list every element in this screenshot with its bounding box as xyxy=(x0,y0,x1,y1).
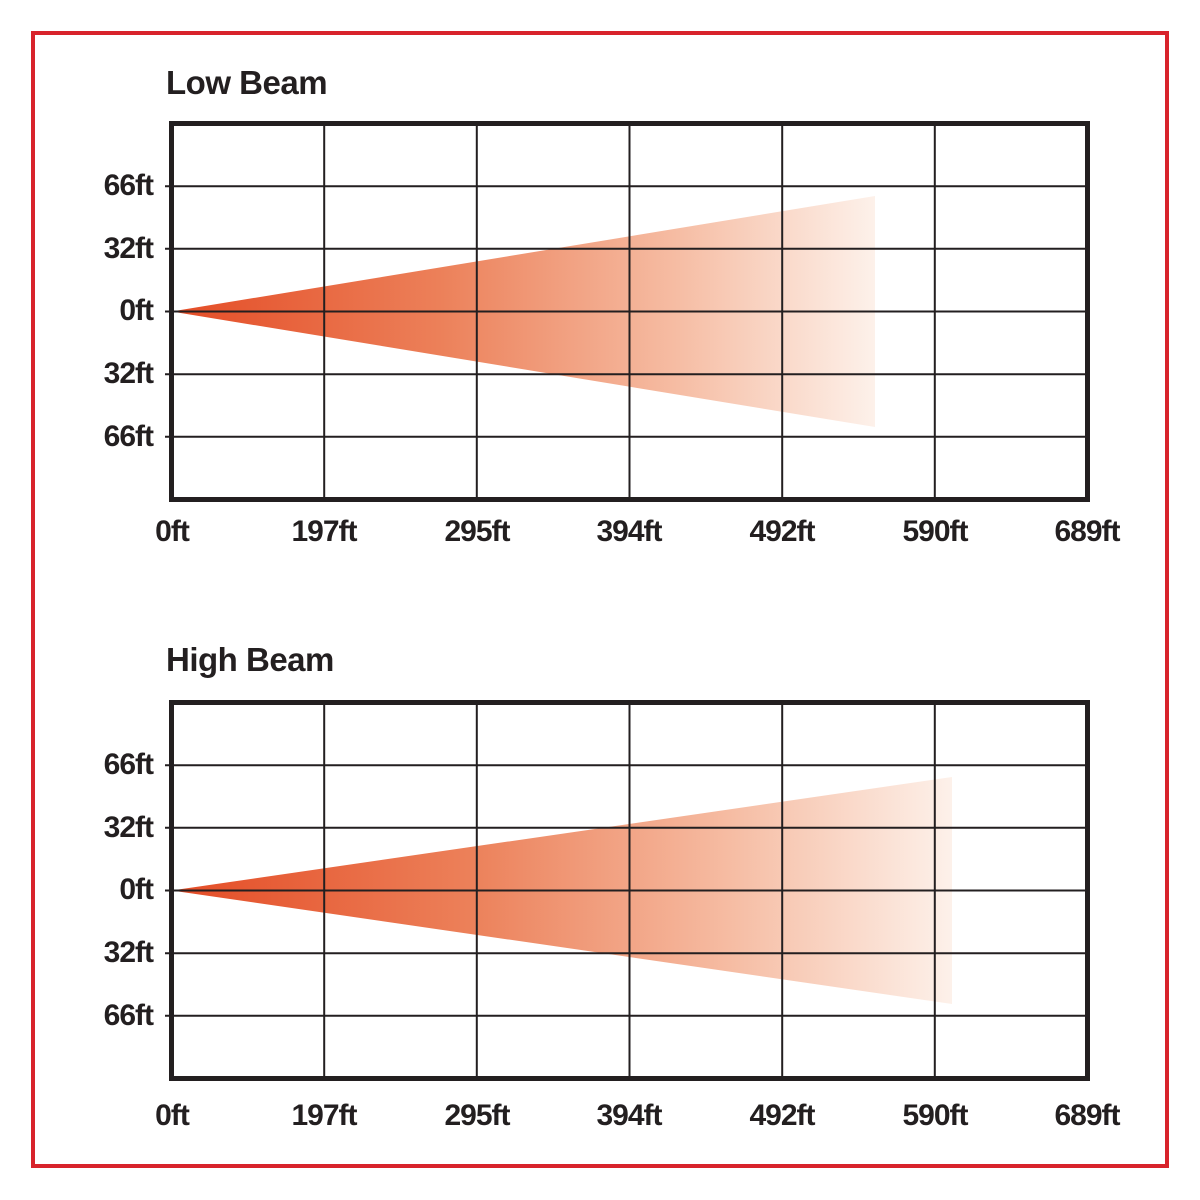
x-tick-label: 197ft xyxy=(291,1099,357,1132)
high-beam-plot xyxy=(165,700,1090,1081)
high-beam-title: High Beam xyxy=(166,641,334,678)
y-tick-label: 66ft xyxy=(103,420,154,453)
x-tick-label: 0ft xyxy=(155,515,190,548)
x-tick-label: 590ft xyxy=(902,1099,968,1132)
grid-lines xyxy=(165,702,1088,1079)
x-tick-label: 0ft xyxy=(155,1099,190,1132)
y-tick-label: 66ft xyxy=(103,748,154,781)
x-tick-label: 295ft xyxy=(444,1099,510,1132)
x-tick-label: 492ft xyxy=(749,1099,815,1132)
grid-lines xyxy=(165,123,1088,500)
plot-border xyxy=(169,121,1090,502)
x-tick-label: 394ft xyxy=(596,515,662,548)
low-beam-title: Low Beam xyxy=(166,64,328,101)
y-tick-label: 0ft xyxy=(119,873,154,906)
y-tick-label: 32ft xyxy=(103,232,154,265)
x-tick-label: 689ft xyxy=(1054,515,1120,548)
y-tick-label: 66ft xyxy=(103,169,154,202)
y-tick-label: 0ft xyxy=(119,294,154,327)
x-tick-label: 492ft xyxy=(749,515,815,548)
x-tick-label: 689ft xyxy=(1054,1099,1120,1132)
y-tick-label: 32ft xyxy=(103,811,154,844)
x-tick-label: 197ft xyxy=(291,515,357,548)
x-tick-label: 295ft xyxy=(444,515,510,548)
y-tick-label: 66ft xyxy=(103,999,154,1032)
red-border-frame xyxy=(31,31,1169,1168)
low-beam-plot xyxy=(165,121,1090,502)
y-tick-label: 32ft xyxy=(103,357,154,390)
x-tick-label: 394ft xyxy=(596,1099,662,1132)
x-tick-label: 590ft xyxy=(902,515,968,548)
plot-border xyxy=(169,700,1090,1081)
y-tick-label: 32ft xyxy=(103,936,154,969)
